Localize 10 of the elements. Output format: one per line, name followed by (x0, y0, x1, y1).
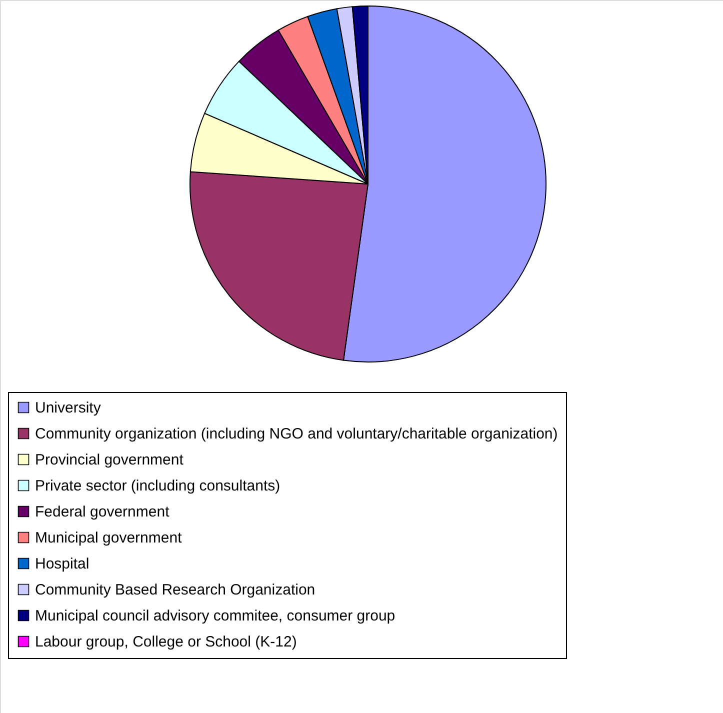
legend-label: Community Based Research Organization (35, 582, 316, 598)
legend-label: Municipal government (35, 530, 183, 546)
legend-label: Federal government (35, 504, 170, 520)
legend-label: Hospital (35, 556, 90, 572)
legend-label: Municipal council advisory commitee, consumer group (35, 608, 396, 624)
legend-label: Provincial government (35, 452, 184, 468)
legend-label: Community organization (including NGO and voluntary/charitable organization) (35, 426, 558, 442)
legend-label: Private sector (including consultants) (35, 478, 280, 494)
legend-label: Labour group, College or School (K-12) (35, 634, 297, 650)
legend-label: University (35, 400, 102, 416)
